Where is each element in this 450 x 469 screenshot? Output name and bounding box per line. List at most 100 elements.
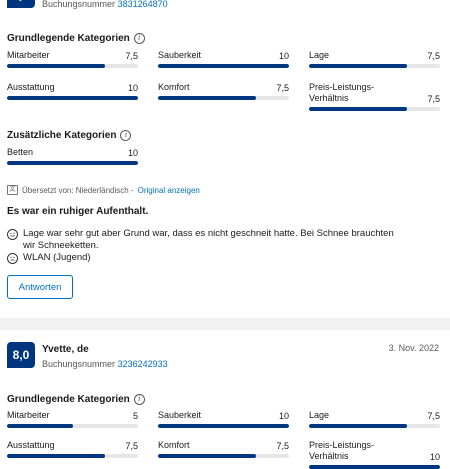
- category-item: Komfort 7,5: [158, 440, 289, 458]
- booking-number-link[interactable]: 3236242933: [117, 359, 168, 369]
- category-row: Sauberkeit 10: [158, 410, 289, 421]
- category-score: 7,5: [125, 51, 138, 61]
- review-score-badge: 8,0: [7, 342, 35, 368]
- category-row: Ausstattung 7,5: [7, 440, 138, 451]
- category-score-bar-fill: [158, 64, 289, 68]
- reply-button[interactable]: Antworten: [7, 275, 73, 299]
- category-label: Mitarbeiter: [7, 50, 50, 60]
- basic-categories-heading: Grundlegende Kategorien i: [7, 33, 145, 44]
- extra-categories-title: Zusätzliche Kategorien: [7, 130, 117, 141]
- category-label: Lage: [309, 50, 330, 60]
- category-score: 7,5: [427, 51, 440, 61]
- category-score-bar: [158, 424, 289, 428]
- show-original-link[interactable]: Original anzeigen: [137, 185, 200, 195]
- info-icon[interactable]: i: [133, 394, 145, 405]
- category-score: 7,5: [427, 94, 440, 104]
- category-score: 10: [429, 452, 440, 462]
- category-row: Komfort 7,5: [158, 440, 289, 451]
- category-score: 7,5: [276, 83, 289, 93]
- category-label: Ausstattung: [7, 82, 55, 92]
- category-score: 10: [278, 411, 289, 421]
- category-item: Sauberkeit 10: [158, 50, 289, 68]
- review-title: Es war ein ruhiger Aufenthalt.: [7, 206, 149, 217]
- booking-number-line: Buchungsnummer 3236242933: [42, 359, 168, 369]
- category-item: Sauberkeit 10: [158, 410, 289, 428]
- booking-label: Buchungsnummer: [42, 359, 116, 369]
- negative-comment: WLAN (Jugend): [7, 252, 407, 264]
- category-row: Lage 7,5: [309, 50, 440, 61]
- basic-categories-title: Grundlegende Kategorien: [7, 394, 130, 405]
- category-score-bar: [7, 424, 138, 428]
- category-label: Mitarbeiter: [7, 410, 50, 420]
- category-label: Komfort: [158, 82, 190, 92]
- extra-categories-heading: Zusätzliche Kategorien i: [7, 130, 132, 141]
- booking-label: Buchungsnummer: [42, 0, 116, 9]
- review-score: 8,0: [12, 348, 30, 362]
- positive-comment-text: Lage war sehr gut aber Grund war, dass e…: [23, 228, 394, 251]
- positive-comment: Lage war sehr gut aber Grund war, dass e…: [7, 228, 407, 252]
- translate-icon: 文: [7, 185, 18, 195]
- category-label: Lage: [309, 410, 330, 420]
- category-score-bar-fill: [309, 64, 408, 68]
- category-item: Mitarbeiter 5: [7, 410, 138, 428]
- category-item: Betten 10: [7, 147, 138, 165]
- category-item: Mitarbeiter 7,5: [7, 50, 138, 68]
- category-item: Komfort 7,5: [158, 82, 289, 100]
- category-label: Preis-Leistungs-Verhältnis: [309, 440, 375, 461]
- basic-categories-title: Grundlegende Kategorien: [7, 33, 130, 44]
- category-score-bar: [309, 424, 440, 428]
- review-score-badge: 7: [7, 0, 35, 8]
- category-score-bar-fill: [158, 454, 257, 458]
- category-row: Betten 10: [7, 147, 138, 158]
- category-score-bar: [158, 454, 289, 458]
- category-score-bar: [7, 64, 138, 68]
- category-score-bar: [158, 96, 289, 100]
- category-row: Mitarbeiter 7,5: [7, 50, 138, 61]
- category-item: Lage 7,5: [309, 50, 440, 68]
- category-score-bar-fill: [309, 424, 408, 428]
- category-label: Ausstattung: [7, 440, 55, 450]
- booking-number-line: Buchungsnummer 3831264870: [42, 0, 168, 9]
- category-label: Sauberkeit: [158, 410, 202, 420]
- review-divider: [0, 318, 450, 330]
- info-icon[interactable]: i: [133, 33, 145, 44]
- category-score: 5: [132, 411, 138, 421]
- basic-categories-heading: Grundlegende Kategorien i: [7, 394, 145, 405]
- smile-icon: [7, 229, 18, 240]
- category-label: Sauberkeit: [158, 50, 202, 60]
- frown-icon: [7, 253, 18, 264]
- info-icon[interactable]: i: [120, 130, 132, 141]
- category-item: Ausstattung 10: [7, 82, 138, 100]
- category-item: Lage 7,5: [309, 410, 440, 428]
- category-score: 10: [127, 83, 138, 93]
- category-row: Komfort 7,5: [158, 82, 289, 93]
- category-item: Ausstattung 7,5: [7, 440, 138, 458]
- reviewer-name: Yvette, de: [42, 344, 89, 355]
- category-score-bar-fill: [7, 424, 73, 428]
- category-score-bar: [309, 465, 440, 469]
- review-date: 3. Nov. 2022: [388, 343, 439, 353]
- category-row: Sauberkeit 10: [158, 50, 289, 61]
- category-score-bar: [158, 64, 289, 68]
- category-item: Preis-Leistungs-Verhältnis 7,5: [309, 82, 440, 111]
- category-label: Komfort: [158, 440, 190, 450]
- translation-note: 文 Übersetzt von: Niederländisch - Origin…: [7, 185, 200, 195]
- category-score-bar-fill: [7, 454, 106, 458]
- review-score: 7: [18, 0, 24, 4]
- category-score-bar-fill: [7, 161, 138, 165]
- category-score-bar-fill: [309, 465, 440, 469]
- category-score-bar: [7, 96, 138, 100]
- category-score-bar: [7, 454, 138, 458]
- category-score-bar-fill: [158, 424, 289, 428]
- negative-comment-text: WLAN (Jugend): [23, 252, 91, 263]
- category-row: Preis-Leistungs-Verhältnis 7,5: [309, 82, 440, 104]
- category-row: Lage 7,5: [309, 410, 440, 421]
- category-score-bar-fill: [7, 64, 106, 68]
- category-score-bar: [7, 161, 138, 165]
- booking-number-link[interactable]: 3831264870: [117, 0, 168, 9]
- category-score-bar: [309, 107, 440, 111]
- category-score-bar-fill: [7, 96, 138, 100]
- category-score: 10: [127, 148, 138, 158]
- category-score-bar: [309, 64, 440, 68]
- category-score: 7,5: [125, 441, 138, 451]
